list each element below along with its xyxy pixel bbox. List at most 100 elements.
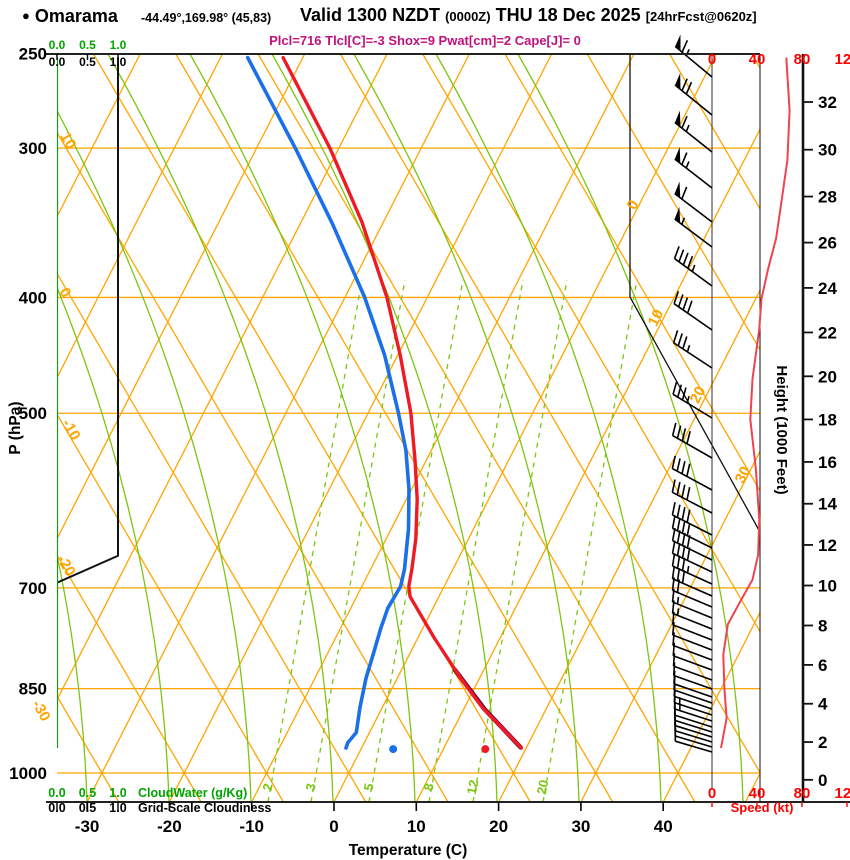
barb-feather [672, 653, 676, 667]
height-tick-label: 28 [818, 188, 837, 207]
barb-shaft [674, 708, 713, 722]
barb-feather [671, 515, 676, 529]
barb-feather [682, 252, 689, 266]
temp-tick-label: 0 [329, 817, 338, 836]
temp-tick-label: 40 [654, 817, 673, 836]
moist-adiabat-line [353, 54, 580, 802]
barb-feather [681, 186, 688, 200]
barb-feather [677, 333, 683, 347]
mixing-ratio-label: 12 [464, 778, 482, 795]
barb-feather [672, 642, 676, 656]
barb-shaft [673, 665, 713, 681]
moist-adiabat-line [57, 285, 170, 802]
height-tick-label: 12 [818, 536, 837, 555]
wind-barb [671, 611, 713, 641]
moist-adiabat-line [107, 54, 334, 802]
barb-flag [674, 147, 681, 164]
height-tick-label: 6 [818, 656, 827, 675]
cloudiness-legend: Grid-Scale Cloudiness [138, 801, 271, 815]
barb-half-feather [686, 565, 690, 574]
barb-shaft [672, 655, 713, 671]
dry-adiabat-line [669, 54, 760, 211]
pressure-tick-label: 700 [19, 579, 47, 598]
barb-shaft [674, 218, 713, 248]
stability-indices: Plcl=716 Tlcl[C]=-3 Shox=9 Pwat[cm]=2 Ca… [269, 33, 581, 48]
mixing-ratio-line [267, 279, 363, 802]
dry-adiabat-line [57, 553, 202, 802]
dry-adiabat-line [175, 54, 614, 802]
height-tick-label: 20 [818, 367, 837, 386]
adiabat-label: -30 [28, 697, 54, 724]
mixing-ratio-line [310, 279, 406, 802]
dry-adiabat-line [57, 272, 367, 802]
wind-barb [674, 181, 713, 223]
barb-feather [678, 249, 685, 263]
valid-utc: (0000Z) [445, 9, 491, 24]
cloudwater-scale-label: 1.0 [109, 786, 126, 800]
temp-tick-label: 20 [489, 817, 508, 836]
barb-feather [686, 463, 691, 477]
barb-feather [681, 520, 686, 534]
barb-feather [671, 455, 677, 469]
barb-shaft [674, 257, 713, 287]
wind-barb [674, 728, 713, 753]
wind-barb [673, 246, 713, 287]
dry-adiabat-line [422, 54, 760, 633]
mixing-ratio-line [368, 279, 464, 802]
profile-layer [57, 55, 523, 754]
cloudiness-scale-label: 0.5 [79, 801, 96, 815]
wind-barb [671, 588, 713, 619]
barb-feather [676, 542, 681, 556]
dry-adiabat-line [92, 54, 531, 802]
barb-feather [673, 291, 680, 304]
cloudwater-scale-label: 0.0 [49, 38, 66, 52]
height-tick-label: 22 [818, 323, 837, 342]
wind-barb [671, 455, 713, 491]
mixing-ratio-line [472, 279, 568, 802]
barb-feather [686, 300, 693, 314]
barb-shaft [672, 612, 713, 630]
valid-main: Valid 1300 NZDT [300, 5, 446, 25]
height-tick-label: 8 [818, 616, 827, 635]
barb-feather [676, 481, 681, 496]
isotherm-label: 30 [732, 464, 755, 487]
isotherm-line [251, 54, 635, 802]
barb-feather [686, 509, 691, 523]
barb-feather [681, 115, 688, 129]
barb-feather [681, 460, 686, 474]
barb-shaft [674, 121, 713, 153]
speed-tick-label: 0 [708, 51, 716, 68]
barb-shaft [674, 158, 713, 189]
wind-barb [672, 381, 713, 419]
barb-half-feather [686, 395, 690, 404]
height-tick-label: 0 [818, 771, 827, 790]
barb-feather [671, 553, 676, 567]
barb-feather [682, 297, 689, 311]
mixing-ratio-label: 3 [303, 782, 319, 792]
speed-tick-label: 120 [834, 51, 850, 68]
height-tick-label: 18 [818, 410, 837, 429]
wind-barb [674, 73, 713, 116]
height-tick-label: 10 [818, 577, 837, 596]
barb-shaft [674, 192, 713, 223]
barb-half-feather [685, 124, 690, 132]
barb-feather [681, 532, 686, 546]
barb-half-feather [686, 344, 691, 353]
isotherm-line [57, 54, 388, 702]
barb-shaft [672, 589, 713, 608]
barb-feather [681, 557, 686, 571]
cloudiness-scale-label: 0.0 [48, 801, 65, 815]
mixing-ratio-label: 5 [361, 782, 377, 792]
height-axis-title: Height (1000 Feet) [773, 365, 790, 494]
barb-shaft [672, 623, 713, 641]
wind-barb [674, 110, 713, 153]
barb-shaft [674, 729, 713, 743]
isotherm-label: 0 [624, 197, 643, 212]
isotherm-line [333, 54, 717, 802]
isotherm-label: 10 [645, 307, 668, 330]
surface-dew-dot [389, 745, 398, 754]
isotherm-line [57, 54, 141, 219]
barb-shaft [673, 342, 713, 369]
moist-adiabat-line [189, 54, 416, 802]
dry-adiabat-line [57, 131, 449, 802]
